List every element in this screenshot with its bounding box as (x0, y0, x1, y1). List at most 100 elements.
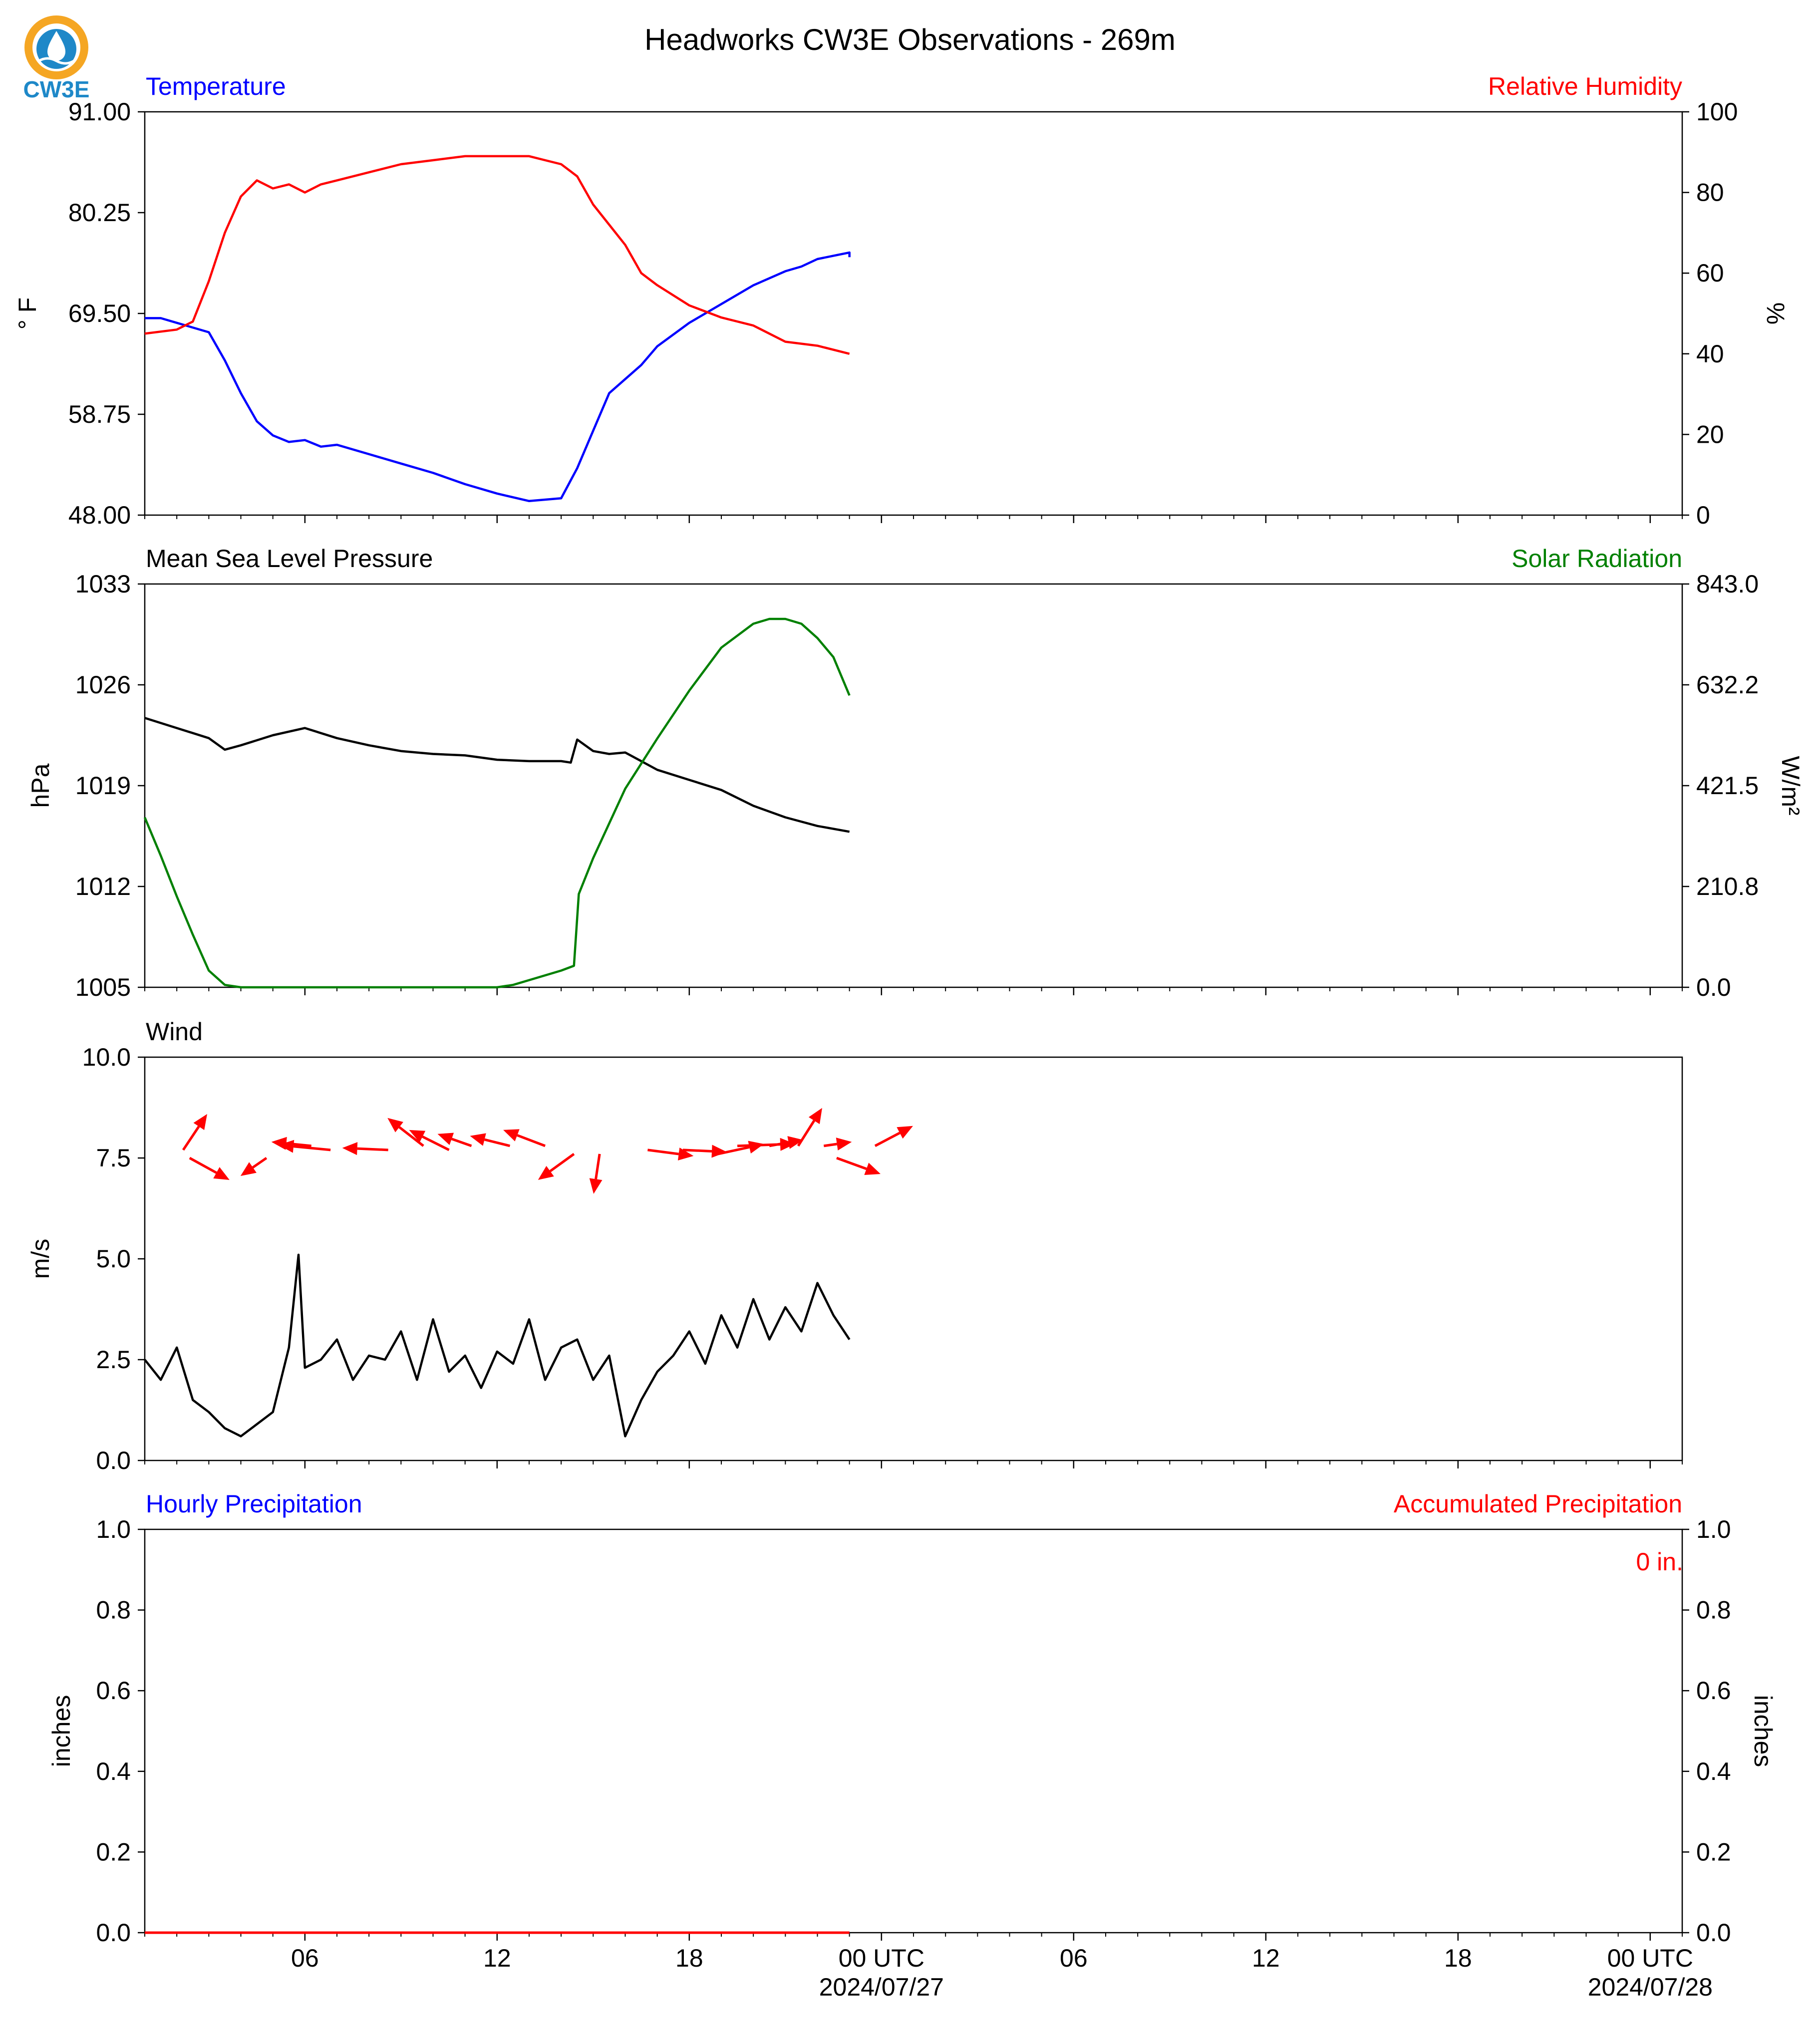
wind-arrow-shaft (797, 1120, 816, 1147)
y-tick-label: 0.6 (1696, 1677, 1731, 1705)
temperature-humidity-lines (144, 155, 851, 503)
y-tick-label: 1033 (75, 570, 131, 598)
y-tick-label: 69.50 (68, 299, 131, 327)
y-tick-label: 210.8 (1696, 872, 1759, 900)
wind-arrow-head (470, 1133, 486, 1146)
temperature-title: Temperature (146, 72, 286, 100)
y-tick-label: 0.8 (1696, 1596, 1731, 1624)
wind-arrow-shaft (836, 1157, 867, 1170)
y-tick-label: 0.0 (1696, 1919, 1731, 1947)
y-tick-label: 0.8 (96, 1596, 131, 1624)
wind-arrow-head (342, 1142, 358, 1156)
humidity-axis-label: % (1762, 302, 1790, 324)
precip-left-ticks: 0.0 0.2 0.4 0.6 0.8 1.0 (96, 1515, 145, 1947)
series-line (145, 251, 851, 503)
x-tick-label: 12 (1252, 1944, 1280, 1972)
y-tick-label: 91.00 (68, 98, 131, 126)
logo-drop-icon (47, 31, 65, 61)
wind-arrow-head (711, 1145, 727, 1158)
wind-arrow-head (279, 1140, 295, 1153)
pressure-ticks: 1005 1012 1019 1026 1033 (75, 570, 145, 1001)
wind-arrow-head (240, 1162, 257, 1176)
y-tick-label: 80.25 (68, 199, 131, 227)
x-tick-label: 00 UTC (839, 1944, 924, 1972)
wind-arrow-shaft (398, 1126, 424, 1147)
wind-arrow-head (787, 1136, 804, 1149)
wind-arrow-head (538, 1165, 554, 1180)
wind-arrow-shaft (252, 1157, 268, 1168)
y-tick-label: 421.5 (1696, 772, 1759, 800)
humidity-ticks: 0 20 40 60 80 100 (1682, 98, 1738, 529)
wind-arrow-head (748, 1141, 764, 1154)
series-line (143, 617, 851, 989)
y-tick-label: 0.0 (96, 1447, 131, 1474)
x-tick-label: 18 (1444, 1944, 1472, 1972)
wind-arrow-head (503, 1129, 520, 1142)
wind-arrow-shaft (517, 1134, 546, 1148)
precip-axis-label-right: inches (1749, 1695, 1777, 1767)
y-tick-label: 1019 (75, 772, 131, 800)
wind-arrow-head (780, 1138, 796, 1151)
y-tick-label: 5.0 (96, 1245, 131, 1273)
cw3e-logo: CW3E (23, 15, 89, 102)
wind-arrow-head (897, 1126, 913, 1139)
panel-wind: Wind m/s 0.0 2.5 5.0 7.5 10.0 (26, 1018, 1683, 1474)
y-tick-label: 80 (1696, 179, 1724, 207)
y-tick-label: 632.2 (1696, 671, 1759, 699)
wind-speed-line (144, 1253, 851, 1438)
accum-precip-title: Accumulated Precipitation (1394, 1490, 1682, 1518)
series-line (144, 1253, 851, 1438)
x-ticks (144, 515, 1683, 523)
panel-frame (144, 1528, 1683, 1934)
x-tick-label: 06 (291, 1944, 319, 1972)
x-tick-label: 12 (483, 1944, 511, 1972)
x-date-label: 2024/07/27 (819, 1973, 944, 2001)
wind-arrows (182, 1108, 913, 1194)
accum-precip-annotation: 0 in. (1636, 1548, 1683, 1576)
humidity-title: Relative Humidity (1488, 72, 1682, 100)
y-tick-label: 10.0 (82, 1043, 131, 1071)
wind-arrow-shaft (823, 1143, 837, 1148)
panel-precipitation: Hourly Precipitation Accumulated Precipi… (47, 1490, 1777, 2001)
wind-arrow-head (589, 1178, 603, 1194)
y-tick-label: 0.0 (1696, 973, 1731, 1001)
logo-wave-icon (38, 57, 75, 65)
wind-arrow-head (409, 1130, 426, 1143)
y-tick-label: 1.0 (96, 1515, 131, 1543)
wind-arrow-head (213, 1167, 230, 1180)
precip-right-ticks: 0.0 0.2 0.4 0.6 0.8 1.0 (1682, 1515, 1731, 1947)
wind-arrow-head (836, 1138, 852, 1151)
wind-arrow-shaft (484, 1138, 511, 1148)
series-line (144, 155, 850, 355)
precip-axis-label-left: inches (47, 1695, 75, 1767)
y-tick-label: 1005 (75, 973, 131, 1001)
y-tick-label: 7.5 (96, 1144, 131, 1172)
wind-arrow-shaft (874, 1132, 901, 1147)
wind-arrow-shaft (595, 1154, 601, 1179)
y-tick-label: 60 (1696, 259, 1724, 287)
panel-frame (144, 583, 1683, 988)
solar-ticks: 0.0 210.8 421.5 632.2 843.0 (1682, 570, 1759, 1001)
y-tick-label: 0.2 (96, 1838, 131, 1866)
wind-arrow-shaft (451, 1138, 472, 1148)
y-tick-label: 0.4 (1696, 1757, 1731, 1785)
wind-arrow-head (677, 1148, 694, 1160)
y-tick-label: 20 (1696, 420, 1724, 448)
wind-ticks: 0.0 2.5 5.0 7.5 10.0 (82, 1043, 145, 1474)
wind-arrow-shaft (422, 1136, 450, 1152)
x-date-label: 2024/07/28 (1588, 1973, 1713, 2001)
hourly-precip-title: Hourly Precipitation (146, 1490, 362, 1518)
panel-temperature-humidity: Temperature Relative Humidity ° F % 48.0… (13, 72, 1790, 529)
y-tick-label: 0.0 (96, 1919, 131, 1947)
wind-arrow-shaft (682, 1149, 712, 1153)
y-tick-label: 1.0 (1696, 1515, 1731, 1543)
wind-arrow-shaft (182, 1126, 200, 1151)
y-tick-label: 58.75 (68, 400, 131, 428)
wind-arrow-shaft (293, 1145, 331, 1152)
wind-arrow-head (387, 1118, 403, 1133)
solar-title: Solar Radiation (1512, 545, 1682, 573)
temperature-axis-label: ° F (13, 297, 41, 329)
pressure-solar-lines (143, 617, 851, 989)
wind-arrow-head (864, 1162, 881, 1175)
